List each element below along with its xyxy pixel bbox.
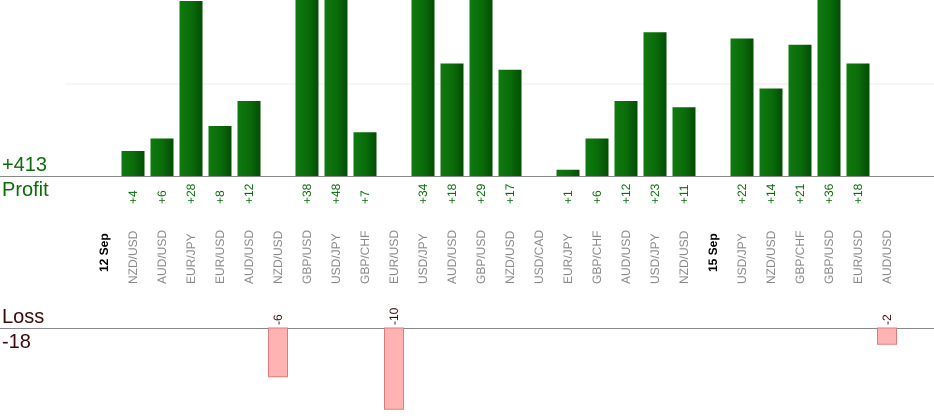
profit-label: Profit (2, 179, 49, 201)
loss-bar (268, 327, 288, 378)
profit-value-label: +23 (648, 183, 662, 204)
profit-bar (237, 101, 261, 176)
pair-label: USD/JPY (329, 233, 343, 284)
loss-bar (384, 327, 404, 410)
profit-bar (208, 126, 232, 176)
profit-value-label: +1 (561, 190, 575, 204)
loss-total: -18 (2, 331, 31, 353)
pair-label: USD/JPY (416, 233, 430, 284)
date-label: 12 Sep (97, 233, 111, 272)
pair-label: NZD/USD (503, 230, 517, 284)
loss-bar (877, 327, 897, 345)
pair-label: AUD/USD (445, 230, 459, 284)
pair-label: GBP/USD (474, 230, 488, 284)
profit-bar (469, 0, 493, 176)
profit-value-label: +7 (358, 190, 372, 204)
profit-value-label: +12 (619, 183, 633, 204)
profit-value-label: +29 (474, 183, 488, 204)
pair-label: GBP/CHF (793, 231, 807, 284)
pair-label: USD/JPY (735, 233, 749, 284)
profit-value-label: +18 (445, 183, 459, 204)
profit-value-label: +6 (590, 190, 604, 204)
loss-value-label: -2 (880, 314, 894, 325)
profit-bar (411, 0, 435, 176)
profit-value-label: +18 (851, 183, 865, 204)
profit-value-label: +22 (735, 183, 749, 204)
profit-bar (759, 88, 783, 176)
profit-bar (585, 138, 609, 176)
date-label: 15 Sep (706, 233, 720, 272)
pair-label: EUR/JPY (184, 233, 198, 284)
profit-bar (788, 44, 812, 176)
profit-value-label: +21 (793, 183, 807, 204)
profit-value-label: +28 (184, 183, 198, 204)
pair-label: GBP/CHF (590, 231, 604, 284)
profit-value-label: +12 (242, 183, 256, 204)
pair-label: GBP/USD (300, 230, 314, 284)
profit-bar (440, 63, 464, 176)
pair-label: NZD/USD (764, 230, 778, 284)
profit-value-label: +17 (503, 183, 517, 204)
profit-bar (150, 138, 174, 176)
profit-bar (556, 169, 580, 176)
profit-bar (324, 0, 348, 176)
profit-bar (295, 0, 319, 176)
loss-value-label: -10 (387, 307, 401, 325)
profit-total: +413 (2, 154, 48, 176)
pair-label: EUR/USD (213, 230, 227, 284)
loss-value-label: -6 (271, 314, 285, 325)
loss-label: Loss (2, 306, 45, 328)
profit-bar (846, 63, 870, 176)
profit-value-label: +38 (300, 183, 314, 204)
profit-bar (730, 38, 754, 176)
pair-label: AUD/USD (880, 230, 894, 284)
profit-bar (643, 32, 667, 176)
profit-value-label: +6 (155, 190, 169, 204)
profit-bar (353, 132, 377, 176)
pair-label: USD/CAD (532, 230, 546, 284)
profit-value-label: +36 (822, 183, 836, 204)
profit-value-label: +4 (126, 190, 140, 204)
pair-label: EUR/USD (851, 230, 865, 284)
profit-value-label: +34 (416, 183, 430, 204)
pair-label: NZD/USD (126, 230, 140, 284)
profit-bar (817, 0, 841, 176)
profit-bar (498, 69, 522, 176)
pair-label: AUD/USD (619, 230, 633, 284)
pair-label: GBP/USD (822, 230, 836, 284)
pair-label: NZD/USD (271, 230, 285, 284)
profit-bar (614, 101, 638, 176)
profit-bar (121, 151, 145, 176)
pair-label: USD/JPY (648, 233, 662, 284)
profit-bar (179, 1, 203, 176)
pair-label: AUD/USD (242, 230, 256, 284)
pair-label: GBP/CHF (358, 231, 372, 284)
pair-label: NZD/USD (677, 230, 691, 284)
pair-label: AUD/USD (155, 230, 169, 284)
pair-label: EUR/USD (387, 230, 401, 284)
profit-value-label: +8 (213, 190, 227, 204)
profit-bar (672, 107, 696, 176)
profit-value-label: +11 (677, 184, 691, 204)
profit-value-label: +48 (329, 183, 343, 204)
pair-label: EUR/JPY (561, 233, 575, 284)
profit-value-label: +14 (764, 183, 778, 204)
